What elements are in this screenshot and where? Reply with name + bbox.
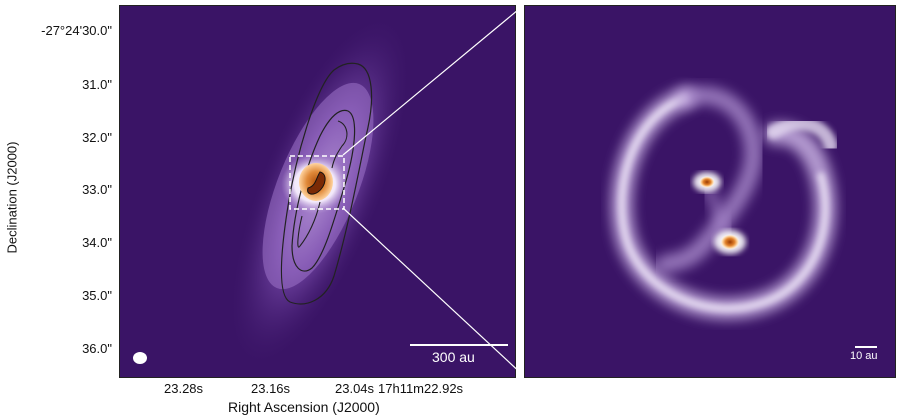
- y-tick-label: 36.0": [82, 341, 112, 356]
- x-tick-label: 23.28s: [164, 381, 204, 396]
- y-axis-title: Declination (J2000): [4, 141, 20, 254]
- connector-bottom: [342, 207, 525, 377]
- y-tick-label: 31.0": [82, 77, 112, 92]
- connector-top: [342, 4, 525, 156]
- x-tick-label: 23.04s: [335, 381, 375, 396]
- zoom-region-box: [289, 155, 345, 210]
- source-b: [720, 234, 740, 250]
- y-tick-label: 33.0": [82, 182, 112, 197]
- x-tick-label: 23.16s: [251, 381, 291, 396]
- x-axis-title: Right Ascension (J2000): [228, 399, 380, 415]
- x-tick-label: 17h11m22.92s: [378, 381, 464, 396]
- y-tick-label: 35.0": [82, 288, 112, 303]
- wide-field-image: [120, 6, 515, 377]
- source-a: [699, 176, 715, 188]
- y-tick-label: 32.0": [82, 130, 112, 145]
- source-contour: [307, 171, 326, 195]
- scale-bar-label: 300 au: [432, 349, 475, 365]
- y-tick-label: -27°24'30.0": [41, 23, 112, 38]
- inner-spiral-arm: [656, 86, 763, 273]
- contour-middle: [291, 109, 356, 272]
- upper-right-arc: [766, 116, 838, 153]
- scale-bar-label: 10 au: [850, 350, 878, 362]
- contour-inner: [297, 120, 348, 248]
- outer-spiral-arm-bright: [617, 94, 830, 313]
- y-tick-label: 34.0": [82, 235, 112, 250]
- beam-ellipse: [133, 352, 147, 364]
- zoom-image-panel: 10 au: [524, 5, 896, 378]
- zoom-image: [525, 6, 895, 377]
- wide-field-image-panel: 300 au: [119, 5, 516, 378]
